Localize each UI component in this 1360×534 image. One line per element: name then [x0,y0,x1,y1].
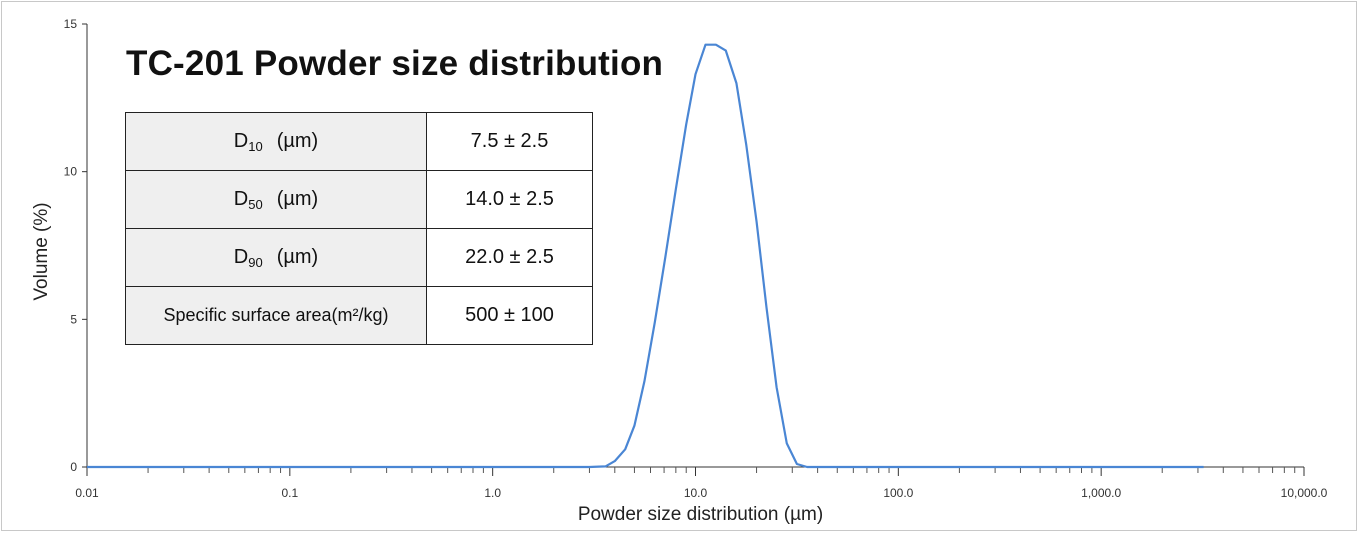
row-label-d50: D50 (µm) [125,170,427,229]
x-tick-label: 10.0 [684,486,708,500]
row-value-d10: 7.5 ± 2.5 [426,112,593,171]
x-tick-label: 10,000.0 [1281,486,1328,500]
y-tick-label: 0 [70,460,77,474]
x-tick-label: 0.1 [281,486,298,500]
table-row: D90 (µm) 22.0 ± 2.5 [125,228,593,287]
y-tick-label: 5 [70,312,77,326]
row-label-surface-area: Specific surface area(m²/kg) [125,286,427,345]
chart-title: TC-201 Powder size distribution [126,44,664,83]
row-value-surface-area: 500 ± 100 [426,286,593,345]
row-label-d10: D10 (µm) [125,112,427,171]
x-tick-label: 1.0 [484,486,501,500]
row-value-d90: 22.0 ± 2.5 [426,228,593,287]
y-tick-label: 15 [64,17,78,31]
y-tick-label: 10 [64,165,78,179]
x-axis-label: Powder size distribution (µm) [578,504,823,525]
spec-table: D10 (µm) 7.5 ± 2.5 D50 (µm) 14.0 ± 2.5 D90… [125,112,593,345]
table-row: D50 (µm) 14.0 ± 2.5 [125,170,593,229]
table-row: Specific surface area(m²/kg) 500 ± 100 [125,286,593,345]
x-tick-label: 1,000.0 [1081,486,1121,500]
row-label-d90: D90 (µm) [125,228,427,287]
x-tick-label: 100.0 [883,486,913,500]
row-value-d50: 14.0 ± 2.5 [426,170,593,229]
table-row: D10 (µm) 7.5 ± 2.5 [125,112,593,171]
y-axis-label: Volume (%) [31,202,52,300]
x-tick-label: 0.01 [75,486,99,500]
series-line [87,43,1204,469]
